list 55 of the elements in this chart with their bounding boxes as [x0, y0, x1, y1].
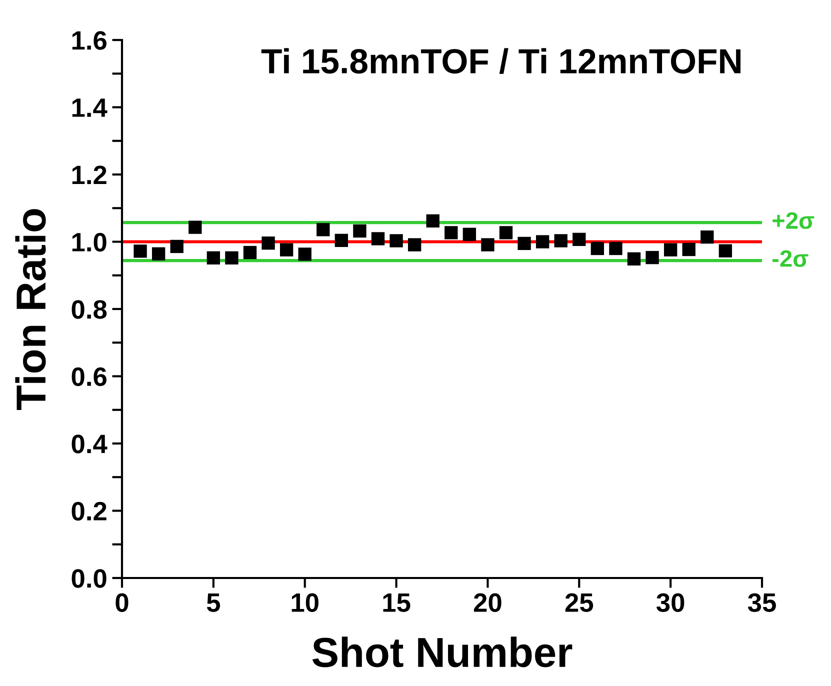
ref-line-label: +2σ [772, 212, 814, 229]
x-tick-label: 15 [383, 594, 410, 612]
point [298, 248, 312, 261]
point [700, 230, 714, 244]
chart-title: Ti 15.8mnTOF / Ti 12mnTOFN [261, 48, 740, 74]
point [499, 226, 513, 240]
point [718, 244, 732, 258]
point [353, 224, 366, 238]
x-tick-label: 25 [565, 593, 594, 612]
x-tick-label: 10 [292, 593, 318, 612]
point [334, 234, 348, 247]
point [609, 242, 622, 256]
x-axis-title: Shot Number [312, 636, 572, 668]
point [152, 247, 166, 260]
y-tick-label: 0.0 [72, 569, 106, 588]
point [590, 242, 604, 256]
y-tick-label: 1.2 [72, 166, 106, 184]
point [462, 228, 476, 241]
point [206, 251, 220, 264]
point [262, 236, 275, 250]
point [134, 244, 147, 258]
y-tick-label: 0.6 [72, 367, 106, 386]
y-tick-label: 1.6 [72, 31, 106, 50]
point [646, 250, 659, 264]
point [225, 251, 238, 264]
point [682, 242, 696, 256]
y-tick-label: 1.0 [72, 232, 106, 252]
point [188, 220, 202, 234]
point [170, 240, 184, 254]
point [518, 236, 531, 250]
point [390, 234, 403, 248]
point [243, 246, 257, 260]
point [481, 238, 494, 252]
point [444, 226, 458, 240]
x-tick-label: 5 [206, 594, 220, 612]
x-tick-label: 30 [656, 593, 684, 612]
point [426, 214, 440, 228]
point [371, 232, 385, 246]
point [554, 234, 568, 248]
ref-line-label: -2σ [772, 250, 808, 267]
point [572, 232, 586, 246]
y-axis-title: Tion Ratio [15, 209, 46, 410]
point [627, 252, 641, 266]
y-tick-label: 0.8 [72, 300, 107, 319]
point [316, 223, 330, 236]
point [280, 243, 294, 256]
y-tick-label: 0.2 [72, 502, 106, 521]
x-tick-label: 35 [748, 593, 776, 612]
y-tick-label: 1.4 [72, 98, 108, 117]
x-tick-label: 20 [474, 593, 502, 612]
y-tick-label: 0.4 [72, 434, 108, 454]
x-tick-label: 0 [116, 593, 128, 612]
point [408, 238, 422, 252]
point [664, 243, 678, 256]
point [536, 235, 550, 248]
